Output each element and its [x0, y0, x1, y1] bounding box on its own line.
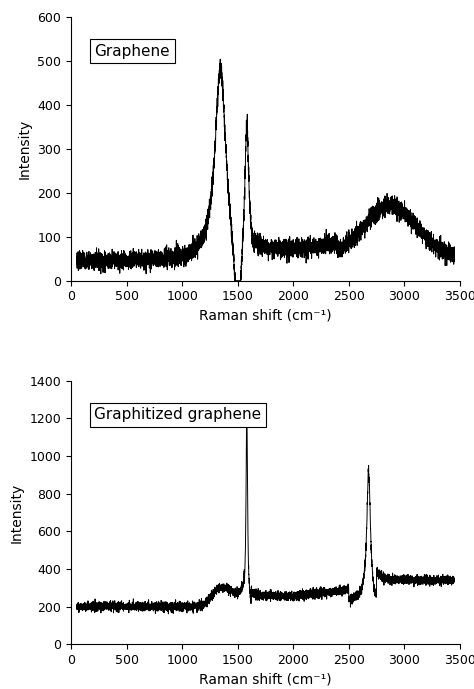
Y-axis label: Intensity: Intensity	[10, 482, 24, 543]
Y-axis label: Intensity: Intensity	[18, 119, 32, 179]
X-axis label: Raman shift (cm⁻¹): Raman shift (cm⁻¹)	[199, 672, 332, 686]
Text: Graphitized graphene: Graphitized graphene	[94, 407, 262, 422]
Text: Graphene: Graphene	[94, 43, 170, 59]
X-axis label: Raman shift (cm⁻¹): Raman shift (cm⁻¹)	[199, 309, 332, 323]
